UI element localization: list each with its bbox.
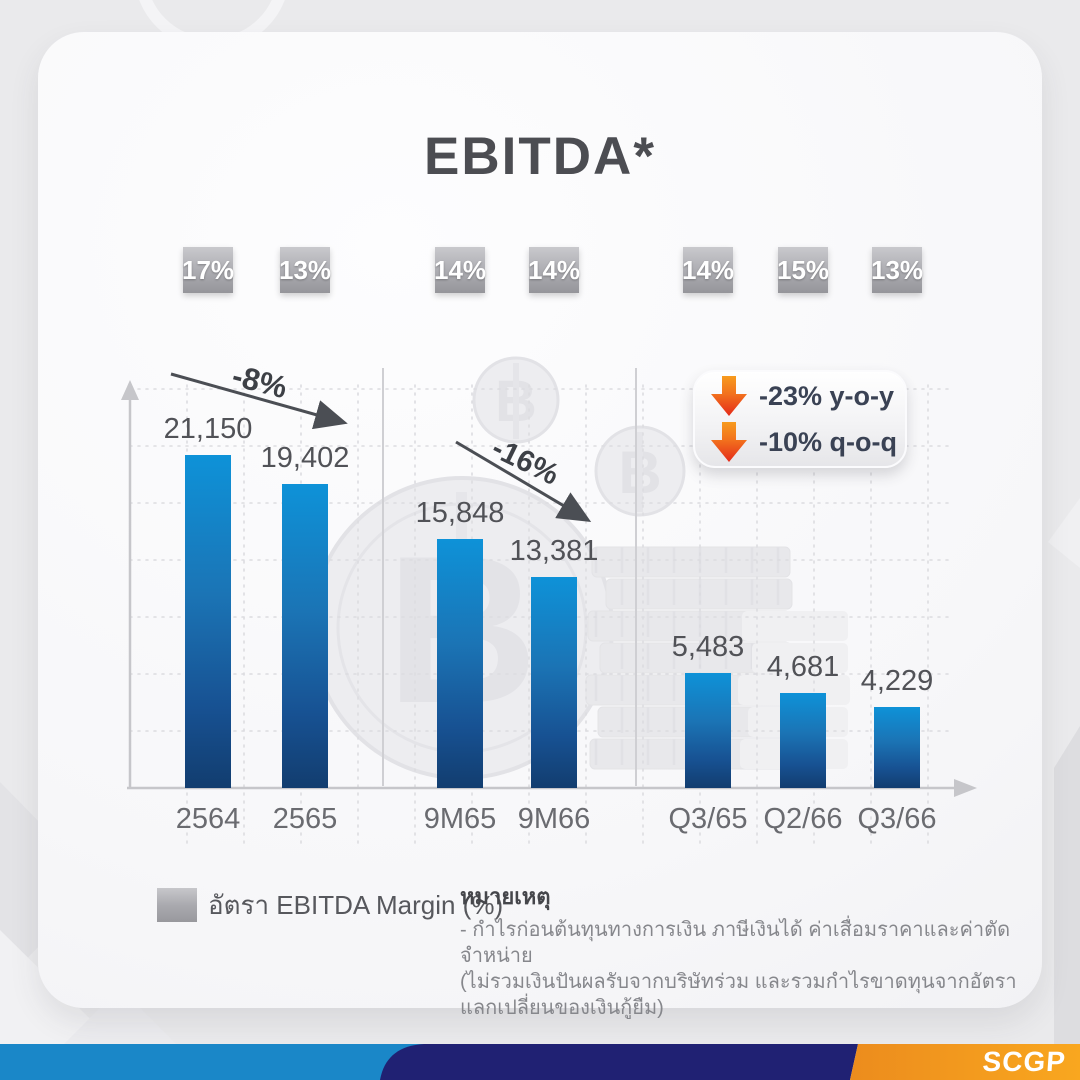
x-axis-label: Q2/66 — [763, 803, 843, 835]
ebitda-margin-badge: 14% — [528, 247, 580, 293]
x-axis-label: Q3/65 — [668, 803, 748, 835]
x-axis-label: 9M65 — [423, 803, 497, 835]
x-axis-label: 2565 — [272, 803, 338, 835]
ebitda-bar-Q3/65 — [685, 673, 731, 788]
ebitda-margin-badge: 14% — [434, 247, 486, 293]
ebitda-margin-badge: 15% — [777, 247, 829, 293]
change-row-yoy: -23% y-o-y — [711, 375, 905, 417]
ebitda-margin-badge: 17% — [182, 247, 234, 293]
change-badge-box: -23% y-o-y -10% q-o-q — [693, 370, 907, 468]
ebitda-bar-9M66 — [531, 577, 577, 788]
x-axis-label: 9M66 — [517, 803, 591, 835]
bar-value-label: 13,381 — [509, 535, 599, 567]
red-down-arrow-icon — [711, 422, 747, 462]
bar-value-label: 21,150 — [163, 413, 253, 445]
legend-swatch-gray — [157, 888, 197, 922]
x-axis-label: Q3/66 — [857, 803, 937, 835]
scgp-logo: SCGP — [981, 1046, 1068, 1077]
ebitda-margin-badge: 13% — [279, 247, 331, 293]
ebitda-margin-badge: 13% — [871, 247, 923, 293]
ebitda-bar-2565 — [282, 484, 328, 788]
ebitda-bar-Q2/66 — [780, 693, 826, 788]
footnotes: หมายเหตุ - กำไรก่อนต้นทุนทางการเงิน ภาษี… — [460, 879, 1025, 1021]
red-down-arrow-icon — [711, 376, 747, 416]
ebitda-bar-2564 — [185, 455, 231, 788]
change-row-qoq: -10% q-o-q — [711, 421, 905, 463]
qoq-change-label: -10% q-o-q — [759, 426, 897, 457]
ebitda-bar-9M65 — [437, 539, 483, 788]
bar-value-label: 19,402 — [260, 442, 350, 474]
bar-value-label: 4,229 — [860, 665, 934, 697]
bar-value-label: 15,848 — [415, 497, 505, 529]
brand-footer-bar — [0, 1044, 1080, 1080]
bar-value-label: 5,483 — [671, 631, 745, 663]
ebitda-margin-badge: 14% — [682, 247, 734, 293]
footnote-line-2: (ไม่รวมเงินปันผลรับจากบริษัทร่วม และรวมก… — [460, 971, 1017, 1019]
yoy-change-label: -23% y-o-y — [759, 380, 895, 411]
footnote-line-1: - กำไรก่อนต้นทุนทางการเงิน ภาษีเงินได้ ค… — [460, 919, 1011, 967]
footnote-heading: หมายเหตุ — [460, 884, 551, 909]
legend-label: อัตรา EBITDA Margin (%) — [208, 890, 504, 920]
ebitda-bar-Q3/66 — [874, 707, 920, 788]
page-title: EBITDA* — [424, 127, 656, 186]
bar-value-label: 4,681 — [766, 651, 840, 683]
x-axis-label: 2564 — [175, 803, 241, 835]
